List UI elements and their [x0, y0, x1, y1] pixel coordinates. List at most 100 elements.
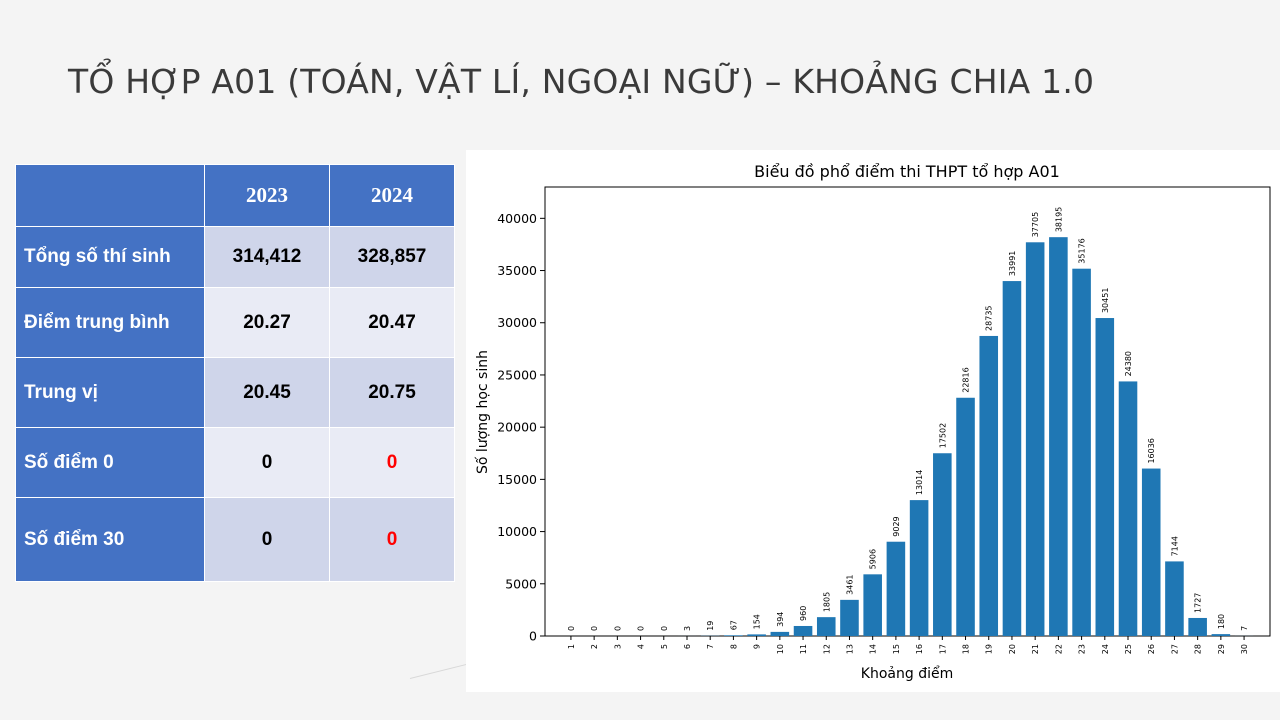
x-tick-label: 29	[1217, 644, 1226, 654]
data-label: 30451	[1101, 288, 1110, 313]
data-label: 960	[799, 606, 808, 621]
x-tick-label: 23	[1078, 644, 1087, 654]
bar-chart: Biểu đồ phổ điểm thi THPT tổ hợp A01 Kho…	[474, 162, 1271, 682]
x-axis-label: Khoảng điểm	[861, 665, 953, 682]
y-tick-label: 30000	[497, 315, 537, 330]
x-tick-label: 7	[706, 644, 715, 649]
y-tick-label: 25000	[497, 367, 537, 382]
y-axis-label: Số lượng học sinh	[474, 350, 491, 474]
data-label: 0	[590, 626, 599, 631]
x-tick-label: 16	[915, 644, 924, 654]
x-tick-label: 8	[729, 644, 738, 649]
data-label: 33991	[1008, 251, 1017, 276]
x-tick-label: 11	[799, 644, 808, 654]
data-label: 67	[729, 620, 738, 630]
x-tick-label: 26	[1147, 644, 1156, 654]
x-tick-label: 25	[1124, 644, 1133, 654]
data-label: 17502	[938, 423, 947, 448]
value-2024-zero-scores: 0	[329, 427, 455, 498]
x-tick-label: 17	[938, 644, 947, 654]
x-tick-label: 20	[1008, 644, 1017, 654]
x-tick-label: 10	[776, 644, 785, 654]
bar	[979, 335, 999, 636]
y-tick-label: 15000	[497, 472, 537, 487]
row-label-zero-scores: Số điểm 0	[15, 427, 205, 498]
x-tick-label: 6	[683, 644, 692, 649]
bar	[1072, 268, 1091, 636]
bar	[793, 625, 813, 636]
value-2023-perfect-scores: 0	[204, 497, 330, 582]
bar	[1211, 634, 1231, 636]
data-label: 0	[613, 626, 622, 631]
y-tick-label: 35000	[497, 263, 537, 278]
x-tick-label: 15	[892, 644, 901, 654]
y-tick-label: 40000	[497, 211, 537, 226]
bar	[1002, 281, 1022, 636]
plot-frame	[544, 186, 1271, 637]
value-2023-zero-scores: 0	[204, 427, 330, 498]
bar	[1049, 237, 1068, 636]
x-tick-label: 9	[753, 644, 762, 649]
header-empty-cell	[15, 164, 205, 227]
x-tick-label: 18	[962, 644, 971, 654]
data-label: 28735	[985, 306, 994, 331]
row-label-average: Điểm trung bình	[15, 287, 205, 358]
bar	[1165, 561, 1184, 636]
data-label: 394	[776, 612, 785, 627]
chart-panel: Biểu đồ phổ điểm thi THPT tổ hợp A01 Kho…	[466, 150, 1280, 692]
value-2024-total: 328,857	[329, 226, 455, 288]
table-row: Số điểm 30 0 0	[15, 497, 455, 582]
x-tick-label: 3	[613, 644, 622, 649]
bar	[956, 397, 975, 636]
x-tick-label: 24	[1101, 644, 1110, 654]
data-label: 13014	[915, 470, 924, 495]
value-2024-average: 20.47	[329, 287, 455, 358]
data-label: 9029	[892, 516, 901, 536]
bar	[840, 599, 859, 636]
data-label: 154	[753, 614, 762, 629]
bar	[1095, 318, 1115, 636]
data-label: 7144	[1170, 536, 1179, 556]
bar	[933, 453, 952, 636]
data-label: 37705	[1031, 212, 1040, 237]
header-year-2023: 2023	[204, 164, 330, 227]
value-2024-perfect-scores: 0	[329, 497, 455, 582]
header-year-2024: 2024	[329, 164, 455, 227]
data-label: 1805	[822, 592, 831, 612]
table-row: Trung vị 20.45 20.75	[15, 357, 455, 428]
x-tick-label: 22	[1054, 644, 1063, 654]
bar	[724, 635, 743, 636]
bar	[770, 631, 790, 636]
x-tick-label: 21	[1031, 644, 1040, 654]
data-label: 5906	[869, 549, 878, 569]
data-label: 1727	[1194, 593, 1203, 613]
bar	[1188, 617, 1207, 636]
data-label: 22816	[962, 367, 971, 392]
bar	[816, 617, 836, 636]
slide-title: TỔ HỢP A01 (TOÁN, VẬT LÍ, NGOẠI NGỮ) – K…	[68, 62, 1095, 101]
x-tick-label: 14	[869, 644, 878, 654]
x-tick-label: 2	[590, 644, 599, 649]
y-tick-label: 0	[529, 629, 537, 644]
data-label: 0	[660, 626, 669, 631]
table-row: Số điểm 0 0 0	[15, 427, 455, 498]
x-tick-label: 4	[637, 644, 646, 649]
row-label-total-candidates: Tổng số thí sinh	[15, 226, 205, 288]
chart-title: Biểu đồ phổ điểm thi THPT tổ hợp A01	[754, 162, 1060, 181]
bar	[863, 574, 882, 636]
x-tick-label: 13	[845, 644, 854, 654]
x-tick-label: 12	[822, 644, 831, 654]
row-label-median: Trung vị	[15, 357, 205, 428]
bar	[886, 541, 906, 636]
data-label: 180	[1217, 614, 1226, 629]
x-tick-label: 1	[567, 644, 576, 649]
value-2023-total: 314,412	[204, 226, 330, 288]
bar	[747, 634, 766, 636]
table-row: Tổng số thí sinh 314,412 328,857	[15, 226, 455, 288]
bar	[909, 500, 929, 636]
data-label: 3461	[845, 575, 854, 595]
value-2023-median: 20.45	[204, 357, 330, 428]
x-tick-label: 27	[1170, 644, 1179, 654]
data-label: 24380	[1124, 351, 1133, 376]
data-label: 19	[706, 621, 715, 631]
